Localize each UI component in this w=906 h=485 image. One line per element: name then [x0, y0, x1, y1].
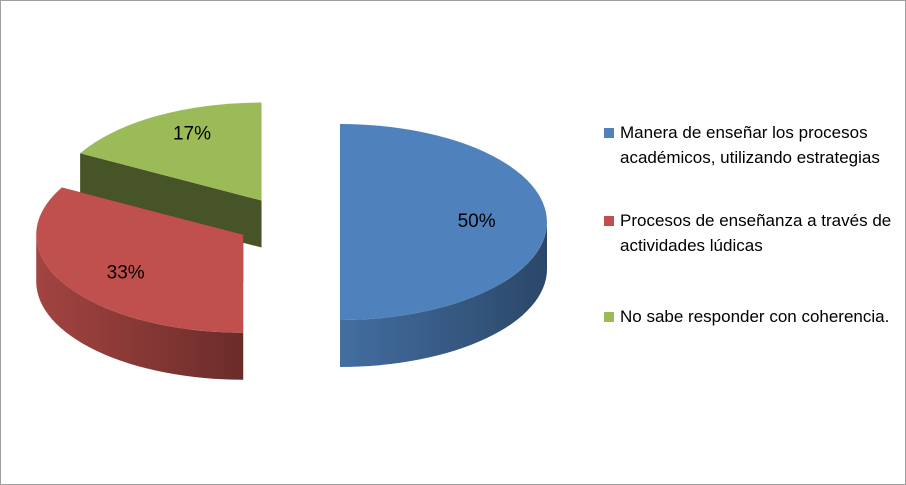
legend-item: Manera de enseñar los procesos académico… — [604, 120, 900, 170]
slice-side — [36, 234, 244, 380]
slice — [36, 187, 244, 333]
legend-item: Procesos de enseñanza a través de activi… — [604, 208, 900, 258]
data-label: 17% — [173, 124, 211, 145]
legend-swatch — [604, 216, 614, 226]
legend-label: Manera de enseñar los procesos académico… — [620, 123, 880, 167]
slice-side — [80, 153, 262, 248]
slice — [340, 124, 547, 320]
legend-label: No sabe responder con coherencia. — [620, 307, 890, 326]
legend-swatch — [604, 128, 614, 138]
slice-side — [340, 222, 547, 367]
data-label: 50% — [458, 211, 496, 232]
slice — [80, 102, 262, 201]
legend-label: Procesos de enseñanza a través de activi… — [620, 211, 892, 255]
data-label: 33% — [107, 263, 145, 284]
legend-swatch — [604, 312, 614, 322]
legend-item: No sabe responder con coherencia. — [604, 304, 900, 329]
